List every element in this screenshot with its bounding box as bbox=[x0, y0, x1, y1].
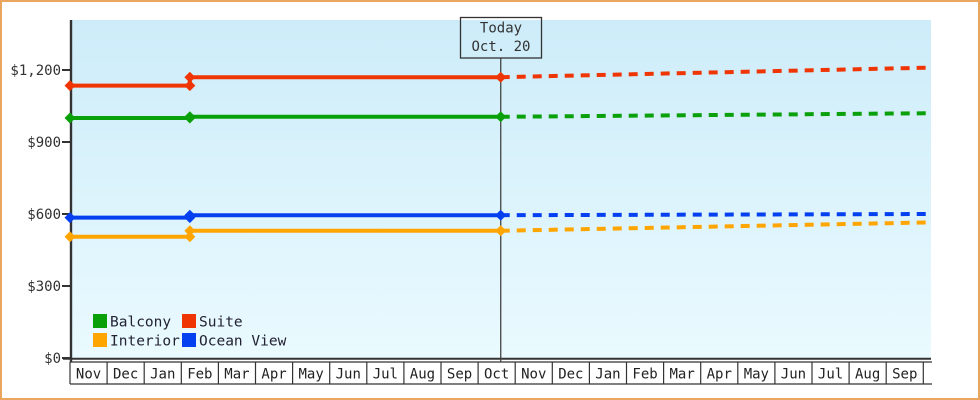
legend-swatch bbox=[182, 314, 196, 328]
data-point-marker bbox=[495, 111, 507, 123]
legend-item-ocean-view: Ocean View bbox=[182, 333, 287, 350]
data-point-marker bbox=[64, 80, 76, 92]
month-label: Jun bbox=[781, 367, 806, 383]
month-label: Mar bbox=[224, 367, 249, 383]
month-label: Sep bbox=[447, 367, 472, 383]
month-label: Jan bbox=[150, 367, 175, 383]
y-tick-label: $300 bbox=[27, 279, 61, 295]
data-point-marker bbox=[64, 231, 76, 243]
data-point-marker bbox=[495, 71, 507, 83]
month-label: Sep bbox=[892, 367, 917, 383]
series-line-forecast bbox=[500, 220, 931, 233]
data-point-marker bbox=[184, 225, 196, 237]
legend-label: Suite bbox=[199, 315, 243, 331]
series-ocean-view bbox=[64, 209, 931, 224]
today-box bbox=[459, 16, 543, 59]
data-point-marker bbox=[184, 71, 196, 83]
data-point-marker bbox=[184, 231, 196, 243]
legend-item-interior: Interior bbox=[93, 333, 180, 350]
data-point-marker bbox=[184, 111, 196, 123]
data-point-marker bbox=[495, 225, 507, 237]
legend-item-balcony: Balcony bbox=[93, 314, 171, 331]
legend-label: Ocean View bbox=[199, 334, 287, 350]
month-label: Jul bbox=[818, 367, 843, 383]
y-tick-label: $1,200 bbox=[10, 63, 61, 79]
series-interior bbox=[64, 220, 931, 243]
y-tick-label: $900 bbox=[27, 135, 61, 151]
legend-swatch bbox=[93, 314, 107, 328]
x-axis-month-row: Nov Dec Jan Feb Mar Apr May Jun Jul Aug Sep Oct Nov D… bbox=[69, 361, 932, 385]
month-label: Jan bbox=[595, 367, 620, 383]
chart-legend: Balcony Suite Interior Ocean View bbox=[93, 314, 287, 350]
data-point-marker bbox=[184, 80, 196, 92]
month-label: Feb bbox=[632, 367, 657, 383]
data-point-marker bbox=[64, 112, 76, 124]
month-label: Mar bbox=[670, 367, 695, 383]
month-label: Oct bbox=[484, 367, 509, 383]
legend-label: Balcony bbox=[110, 315, 171, 331]
month-label: Jun bbox=[336, 367, 361, 383]
data-point-marker bbox=[64, 212, 76, 224]
month-label: Dec bbox=[113, 367, 138, 383]
series-suite bbox=[64, 65, 931, 92]
series-line-actual bbox=[70, 114, 501, 120]
series-balcony bbox=[64, 111, 931, 124]
month-label: Aug bbox=[410, 367, 435, 383]
legend-swatch bbox=[93, 333, 107, 347]
month-label: Feb bbox=[187, 367, 212, 383]
legend-swatch bbox=[182, 333, 196, 347]
y-tick-label: $600 bbox=[27, 207, 61, 223]
today-annotation: Today Oct. 20 bbox=[459, 16, 543, 59]
series-line-forecast bbox=[500, 65, 931, 80]
month-label: Dec bbox=[558, 367, 583, 383]
legend-label: Interior bbox=[110, 334, 180, 350]
month-label: May bbox=[744, 367, 769, 383]
today-date-label: Oct. 20 bbox=[471, 39, 530, 55]
month-label: Nov bbox=[76, 367, 101, 383]
series-line-forecast bbox=[500, 111, 931, 119]
y-tick-label: $0 bbox=[44, 351, 61, 367]
series-line-forecast bbox=[500, 212, 931, 218]
legend-item-suite: Suite bbox=[182, 314, 243, 331]
month-label: Jul bbox=[373, 367, 398, 383]
today-label: Today bbox=[480, 21, 522, 37]
month-label: Apr bbox=[261, 367, 286, 383]
y-axis: $0 $300 $600 $900 $1,200 bbox=[10, 20, 931, 367]
data-point-marker bbox=[495, 209, 507, 221]
month-label: Nov bbox=[521, 367, 546, 383]
month-label: Apr bbox=[707, 367, 732, 383]
data-point-marker bbox=[184, 209, 196, 221]
month-label: Aug bbox=[855, 367, 880, 383]
series-lines bbox=[64, 65, 931, 243]
month-label: May bbox=[299, 367, 324, 383]
